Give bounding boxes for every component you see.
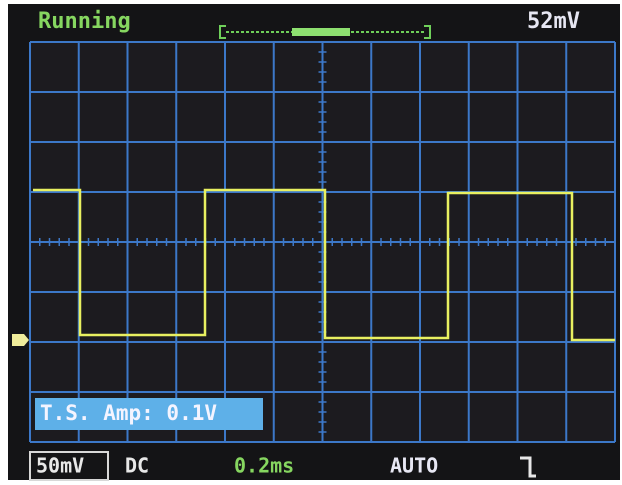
status: Running [38, 9, 131, 34]
readout: 52mV [527, 9, 580, 34]
overlay-text: T.S. Amp: 0.1V [40, 401, 217, 425]
trigger-mode: AUTO [390, 454, 438, 478]
volts-div: 50mV [36, 454, 84, 478]
time-div: 0.2ms [234, 454, 294, 478]
coupling: DC [125, 454, 149, 478]
oscilloscope-screen: Running 52mV T.S. Amp: 0.1V 50mV DC 0.2m… [0, 0, 622, 481]
